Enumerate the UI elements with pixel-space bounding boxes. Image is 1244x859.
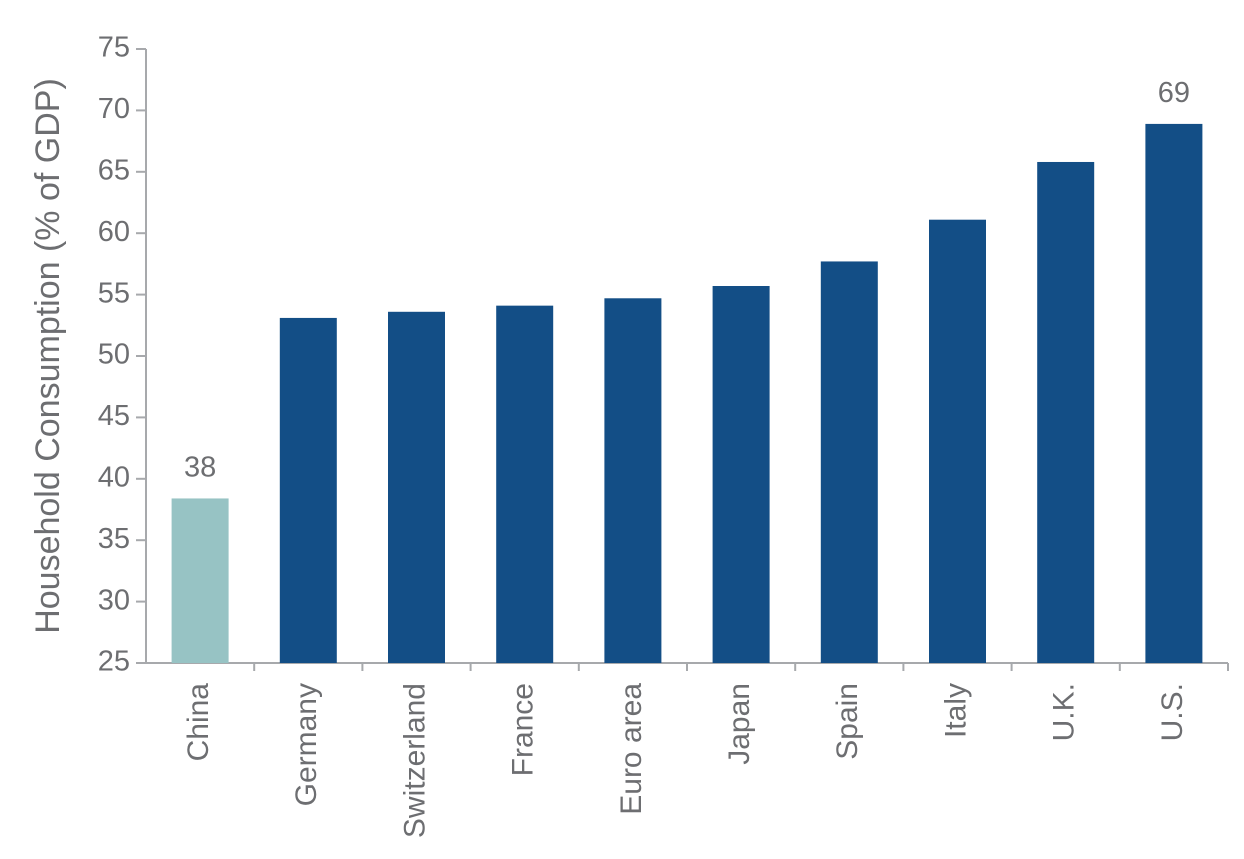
x-category-label: Euro area <box>615 683 648 815</box>
bar-u-k <box>1037 161 1095 663</box>
y-axis-title: Household Consumption (% of GDP) <box>29 78 67 634</box>
y-tick-label: 45 <box>98 400 130 432</box>
bar-u-s <box>1145 123 1203 663</box>
y-tick-label: 40 <box>98 461 130 493</box>
bars <box>171 123 1203 663</box>
bar-switzerland <box>388 311 445 663</box>
bar-euro-area <box>604 298 662 663</box>
bar-spain <box>820 261 878 663</box>
y-tick-label: 35 <box>98 523 130 555</box>
x-category-label: U.S. <box>1156 683 1189 741</box>
y-tick-label: 60 <box>98 216 130 248</box>
y-tick-label: 55 <box>98 277 130 309</box>
x-category-label: U.K. <box>1048 683 1081 741</box>
x-category-label: Spain <box>831 683 864 760</box>
y-tick-label: 65 <box>98 154 130 186</box>
bar-italy <box>929 219 986 663</box>
x-category-label: Italy <box>939 683 972 738</box>
y-tick-label: 50 <box>98 339 130 371</box>
bar-china <box>171 498 229 663</box>
y-tick-label: 30 <box>98 584 130 616</box>
axes: 25 30 35 40 45 50 55 60 65 70 75 <box>98 32 1229 678</box>
x-category-label: France <box>507 683 540 776</box>
bar-france <box>496 305 554 663</box>
labels: China Germany Switzerland France Euro area Ja… <box>182 77 1190 838</box>
data-label: 38 <box>184 451 216 483</box>
y-tick-label: 25 <box>98 646 130 678</box>
y-tick-label: 75 <box>98 32 130 64</box>
x-category-label: Germany <box>290 683 323 806</box>
x-category-label: Switzerland <box>398 683 431 838</box>
bar-germany <box>279 317 337 663</box>
x-category-label: Japan <box>723 683 756 765</box>
x-category-label: China <box>182 683 215 762</box>
bar-japan <box>712 286 770 663</box>
data-label: 69 <box>1158 77 1190 109</box>
y-tick-label: 70 <box>98 93 130 125</box>
